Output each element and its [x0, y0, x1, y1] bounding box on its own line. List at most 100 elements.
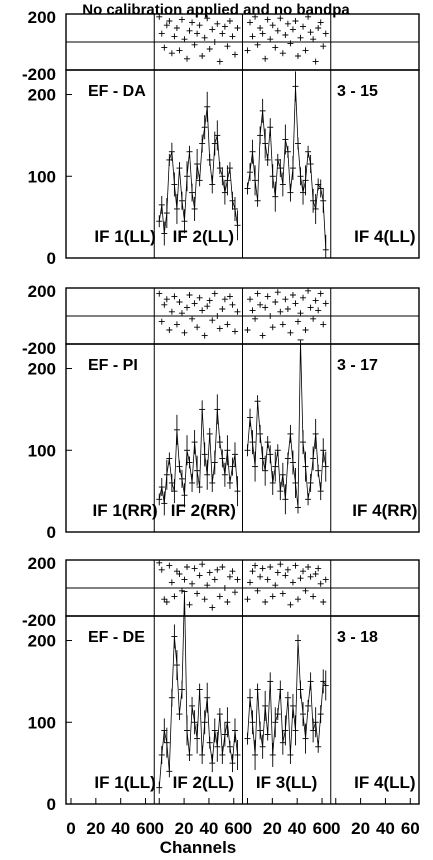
phase-point	[282, 572, 289, 579]
amp-tick-label: 100	[28, 441, 56, 460]
phase-point	[194, 590, 201, 597]
phase-tick-label: -200	[22, 611, 56, 630]
phase-point	[284, 306, 291, 312]
phase-tick-label: -200	[22, 339, 56, 358]
phase-point	[300, 294, 307, 301]
phase-point	[186, 292, 193, 298]
phase-point	[168, 579, 175, 586]
phase-point	[252, 562, 259, 569]
baseline-panel-3: 200 -200 200 100 0 EF - DE 3 - 18 IF 1(LL) IF 2(…	[22, 554, 420, 814]
phase-point	[277, 561, 284, 568]
phase-point	[214, 313, 221, 319]
phase-point	[216, 58, 223, 65]
phase-point	[317, 290, 324, 297]
phase-point	[173, 568, 180, 575]
phase-point	[201, 332, 208, 339]
if-label: IF 2(LL)	[173, 773, 234, 792]
phase-point	[244, 596, 251, 603]
phase-point	[181, 576, 188, 583]
phase-point	[259, 332, 266, 339]
phase-point	[189, 315, 196, 322]
phase-point	[231, 328, 238, 335]
phase-point	[310, 593, 317, 600]
if-label: IF 1(LL)	[94, 773, 155, 792]
phase-point	[224, 599, 231, 605]
phase-point	[282, 32, 289, 38]
phase-point	[272, 299, 279, 305]
phase-point	[247, 579, 254, 586]
if-label: IF 4(LL)	[354, 773, 415, 792]
phase-point	[267, 36, 274, 43]
phase-point	[181, 329, 188, 336]
phase-point	[287, 40, 294, 47]
amp-tick-label: 100	[28, 167, 56, 186]
amp-tick-label: 0	[47, 523, 56, 542]
phase-point	[191, 565, 198, 572]
if-label: IF 2(RR)	[171, 501, 236, 520]
phase-point	[163, 22, 170, 29]
phase-point	[229, 33, 236, 40]
phase-point	[219, 564, 226, 570]
phase-point	[199, 561, 206, 568]
phase-point	[158, 30, 165, 37]
phase-point	[289, 292, 296, 298]
phase-point	[224, 321, 231, 328]
phase-point	[277, 308, 284, 315]
phase-point	[171, 33, 178, 40]
phase-point	[307, 573, 314, 580]
phase-point	[234, 308, 241, 315]
phase-point	[262, 55, 269, 62]
x-tick-label: 40	[111, 819, 130, 838]
phase-point	[176, 571, 183, 577]
phase-point	[226, 18, 233, 24]
phase-point	[257, 25, 264, 31]
phase-point	[254, 41, 261, 48]
x-tick-label: 40	[288, 819, 307, 838]
phase-point	[269, 324, 276, 331]
phase-point	[176, 299, 183, 305]
phase-point	[161, 301, 168, 308]
phase-point	[184, 55, 191, 62]
if-3-series	[244, 561, 329, 770]
phase-point	[279, 50, 286, 57]
phase-point	[274, 569, 281, 576]
if-2-series	[156, 290, 241, 516]
amp-tick-label: 200	[28, 360, 56, 379]
phase-point	[315, 307, 322, 314]
x-tick-label: 20	[263, 819, 282, 838]
phase-point	[310, 315, 317, 322]
phase-point	[249, 307, 256, 314]
phase-point	[247, 296, 254, 303]
if-label: IF 1(LL)	[94, 227, 155, 246]
phase-point	[186, 27, 193, 34]
phase-point	[156, 290, 163, 297]
baseline-label: EF - DE	[88, 629, 145, 646]
phase-point	[294, 53, 301, 59]
phase-point	[171, 293, 178, 300]
x-tick-label: 40	[199, 819, 218, 838]
if-label: IF 1(RR)	[93, 501, 158, 520]
phase-point	[221, 296, 228, 303]
phase-point	[302, 327, 309, 333]
if-2-series	[156, 13, 241, 246]
if-label: IF 3(LL)	[256, 773, 317, 792]
phase-point	[244, 327, 251, 333]
phase-point	[156, 13, 163, 20]
phase-point	[219, 306, 226, 312]
phase-point	[201, 596, 208, 603]
phase-point	[166, 18, 173, 24]
phase-point	[284, 566, 291, 573]
phase-point	[320, 43, 327, 50]
phase-point	[247, 19, 254, 26]
phase-point	[211, 290, 218, 297]
x-tick-label: 20	[86, 819, 105, 838]
phase-point	[317, 19, 324, 26]
phase-point	[219, 30, 226, 37]
phase-point	[176, 47, 183, 54]
phase-point	[254, 587, 261, 594]
baseline-panel-1: 200 -200 200 100 0 EF - DA 3 - 15 IF 1(LL) IF 2(…	[22, 8, 420, 268]
phase-point	[305, 564, 312, 570]
amplitude-line	[158, 409, 238, 504]
phase-point	[279, 590, 286, 597]
phase-point	[196, 22, 203, 29]
